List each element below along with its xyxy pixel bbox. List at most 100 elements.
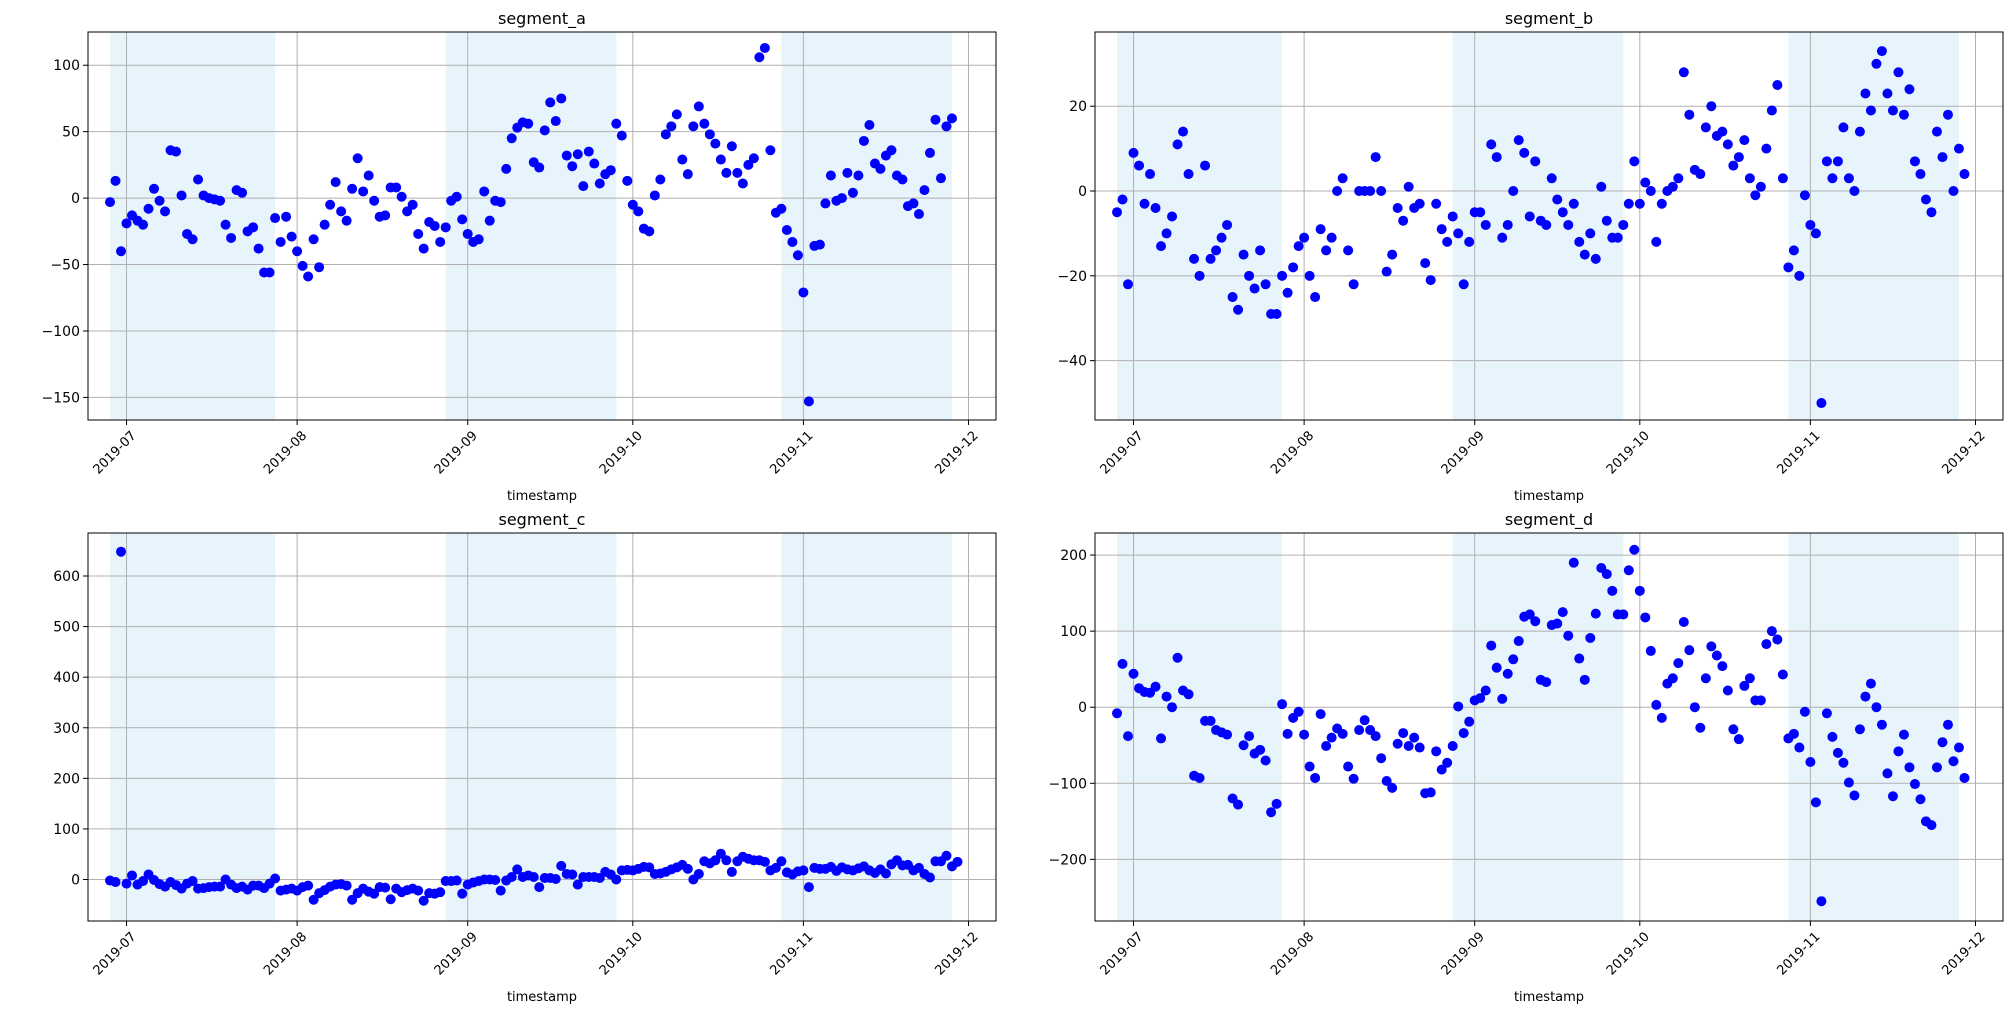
data-point	[1249, 283, 1260, 294]
data-point	[1222, 729, 1233, 740]
data-point	[187, 876, 198, 887]
y-tick-label: 100	[53, 822, 80, 838]
data-point	[1640, 177, 1651, 188]
data-point	[127, 870, 138, 881]
subplot-segment_c: 2019-07 2019-08 2019-09 2019-10 2019-11 2019-…	[53, 510, 997, 1005]
data-point	[297, 260, 308, 271]
data-point	[1414, 198, 1425, 209]
data-point	[1574, 236, 1585, 247]
data-point	[138, 219, 149, 230]
data-point	[1337, 728, 1348, 739]
data-point	[1128, 147, 1139, 158]
data-point	[105, 197, 116, 208]
data-point	[1326, 232, 1337, 243]
data-point	[1337, 173, 1348, 184]
data-point	[567, 161, 578, 172]
data-point	[407, 199, 418, 210]
data-point	[1689, 702, 1700, 713]
x-tick-label: 2019-12	[933, 929, 982, 978]
y-tick-label: −100	[42, 324, 80, 340]
data-point	[1150, 681, 1161, 692]
data-point	[1849, 790, 1860, 801]
data-point	[759, 42, 770, 53]
data-point	[1810, 228, 1821, 239]
y-tick-label: 0	[1078, 700, 1087, 716]
data-point	[523, 118, 534, 129]
data-point	[1381, 266, 1392, 277]
data-point	[1618, 609, 1629, 620]
data-point	[1183, 169, 1194, 180]
y-tick-label: 300	[53, 721, 80, 737]
data-point	[875, 163, 886, 174]
data-point	[121, 878, 132, 889]
data-point	[1541, 219, 1552, 230]
data-point	[1277, 699, 1288, 710]
data-point	[292, 246, 303, 257]
data-point	[1634, 585, 1645, 596]
data-point	[1629, 156, 1640, 167]
data-point	[1766, 105, 1777, 116]
data-point	[116, 246, 127, 257]
data-point	[1194, 270, 1205, 281]
data-point	[1579, 674, 1590, 685]
data-point	[919, 185, 930, 196]
data-point	[528, 871, 539, 882]
data-point	[611, 118, 622, 129]
data-point	[1387, 782, 1398, 793]
data-point	[1233, 304, 1244, 315]
y-tick-label: 500	[53, 620, 80, 636]
data-point	[1310, 772, 1321, 783]
data-point	[550, 116, 561, 127]
data-point	[1359, 715, 1370, 726]
data-point	[737, 178, 748, 189]
data-point	[1585, 632, 1596, 643]
data-point	[952, 856, 963, 867]
data-point	[1684, 109, 1695, 120]
data-point	[501, 163, 512, 174]
x-tick-label: 2019-12	[933, 428, 982, 477]
data-point	[1849, 186, 1860, 197]
data-point	[1882, 88, 1893, 99]
data-point	[1810, 797, 1821, 808]
data-point	[1563, 219, 1574, 230]
data-point	[660, 129, 671, 140]
y-tick-label: 50	[62, 125, 80, 141]
data-point	[1667, 673, 1678, 684]
data-point	[506, 133, 517, 144]
data-point	[1491, 152, 1502, 163]
data-point	[176, 190, 187, 201]
data-point	[1376, 753, 1387, 764]
data-point	[1717, 661, 1728, 672]
data-point	[1557, 207, 1568, 218]
data-point	[1893, 746, 1904, 757]
data-point	[1233, 799, 1244, 810]
data-point	[935, 173, 946, 184]
data-point	[1398, 215, 1409, 226]
data-point	[1678, 67, 1689, 78]
x-tick-label: 2019-08	[261, 428, 310, 477]
data-point	[1475, 207, 1486, 218]
data-point	[1843, 173, 1854, 184]
data-point	[1211, 245, 1222, 256]
data-point	[798, 287, 809, 298]
data-point	[1585, 228, 1596, 239]
data-point	[715, 154, 726, 165]
data-point	[924, 147, 935, 158]
data-point	[825, 170, 836, 181]
data-point	[534, 882, 545, 893]
y-tick-label: 600	[53, 569, 80, 585]
data-point	[726, 141, 737, 152]
y-tick-label: 0	[1078, 184, 1087, 200]
data-point	[1766, 626, 1777, 637]
data-point	[512, 864, 523, 875]
subplot-segment_d: 2019-07 2019-08 2019-09 2019-10 2019-11 2019-…	[1049, 510, 2004, 1005]
data-point	[457, 888, 468, 899]
data-point	[1282, 728, 1293, 739]
data-point	[1821, 156, 1832, 167]
shaded-period	[110, 533, 276, 921]
data-point	[721, 855, 732, 866]
data-point	[1403, 181, 1414, 192]
data-point	[1183, 689, 1194, 700]
data-point	[633, 206, 644, 217]
data-point	[556, 93, 567, 104]
